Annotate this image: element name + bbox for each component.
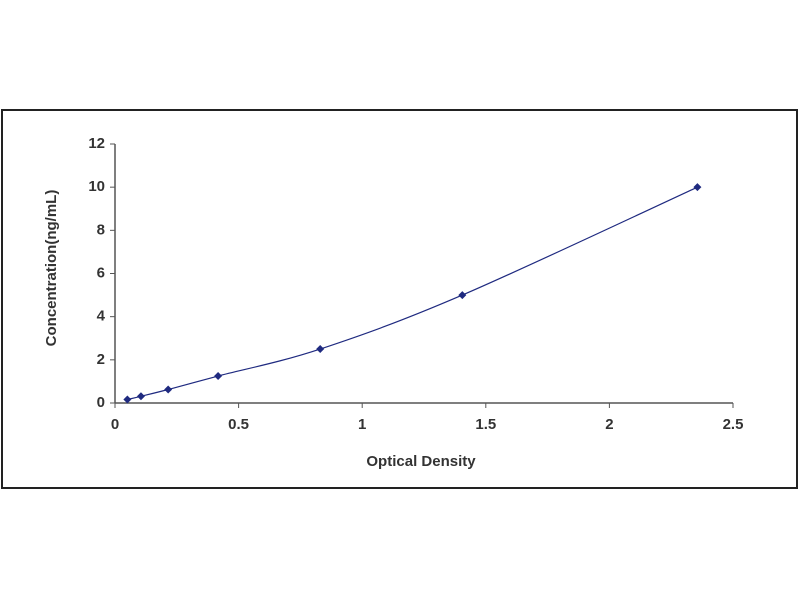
x-tick-label: 0.5: [228, 416, 249, 433]
x-axis-title: Optical Density: [366, 453, 476, 470]
chart-frame: [1, 109, 798, 489]
x-tick-label: 1: [358, 416, 366, 433]
y-tick-label: 6: [97, 264, 105, 281]
y-tick-label: 0: [97, 394, 105, 411]
point: [316, 345, 325, 354]
y-tick-label: 4: [97, 308, 106, 325]
point: [214, 372, 223, 381]
y-tick-label: 2: [97, 351, 105, 368]
point: [123, 395, 132, 404]
x-tick-label: 1.5: [475, 416, 496, 433]
x-tick-label: 2.5: [723, 416, 744, 433]
point: [693, 183, 702, 192]
point: [164, 385, 173, 394]
point: [136, 392, 145, 401]
y-tick-label: 8: [97, 221, 105, 238]
curve: [127, 186, 698, 401]
point: [458, 291, 467, 300]
x-tick-label: 2: [605, 416, 613, 433]
y-axis-title: Concentration(ng/mL): [43, 190, 60, 347]
x-tick-label: 0: [111, 416, 119, 433]
y-tick-label: 12: [88, 135, 105, 152]
y-tick-label: 10: [88, 178, 105, 195]
